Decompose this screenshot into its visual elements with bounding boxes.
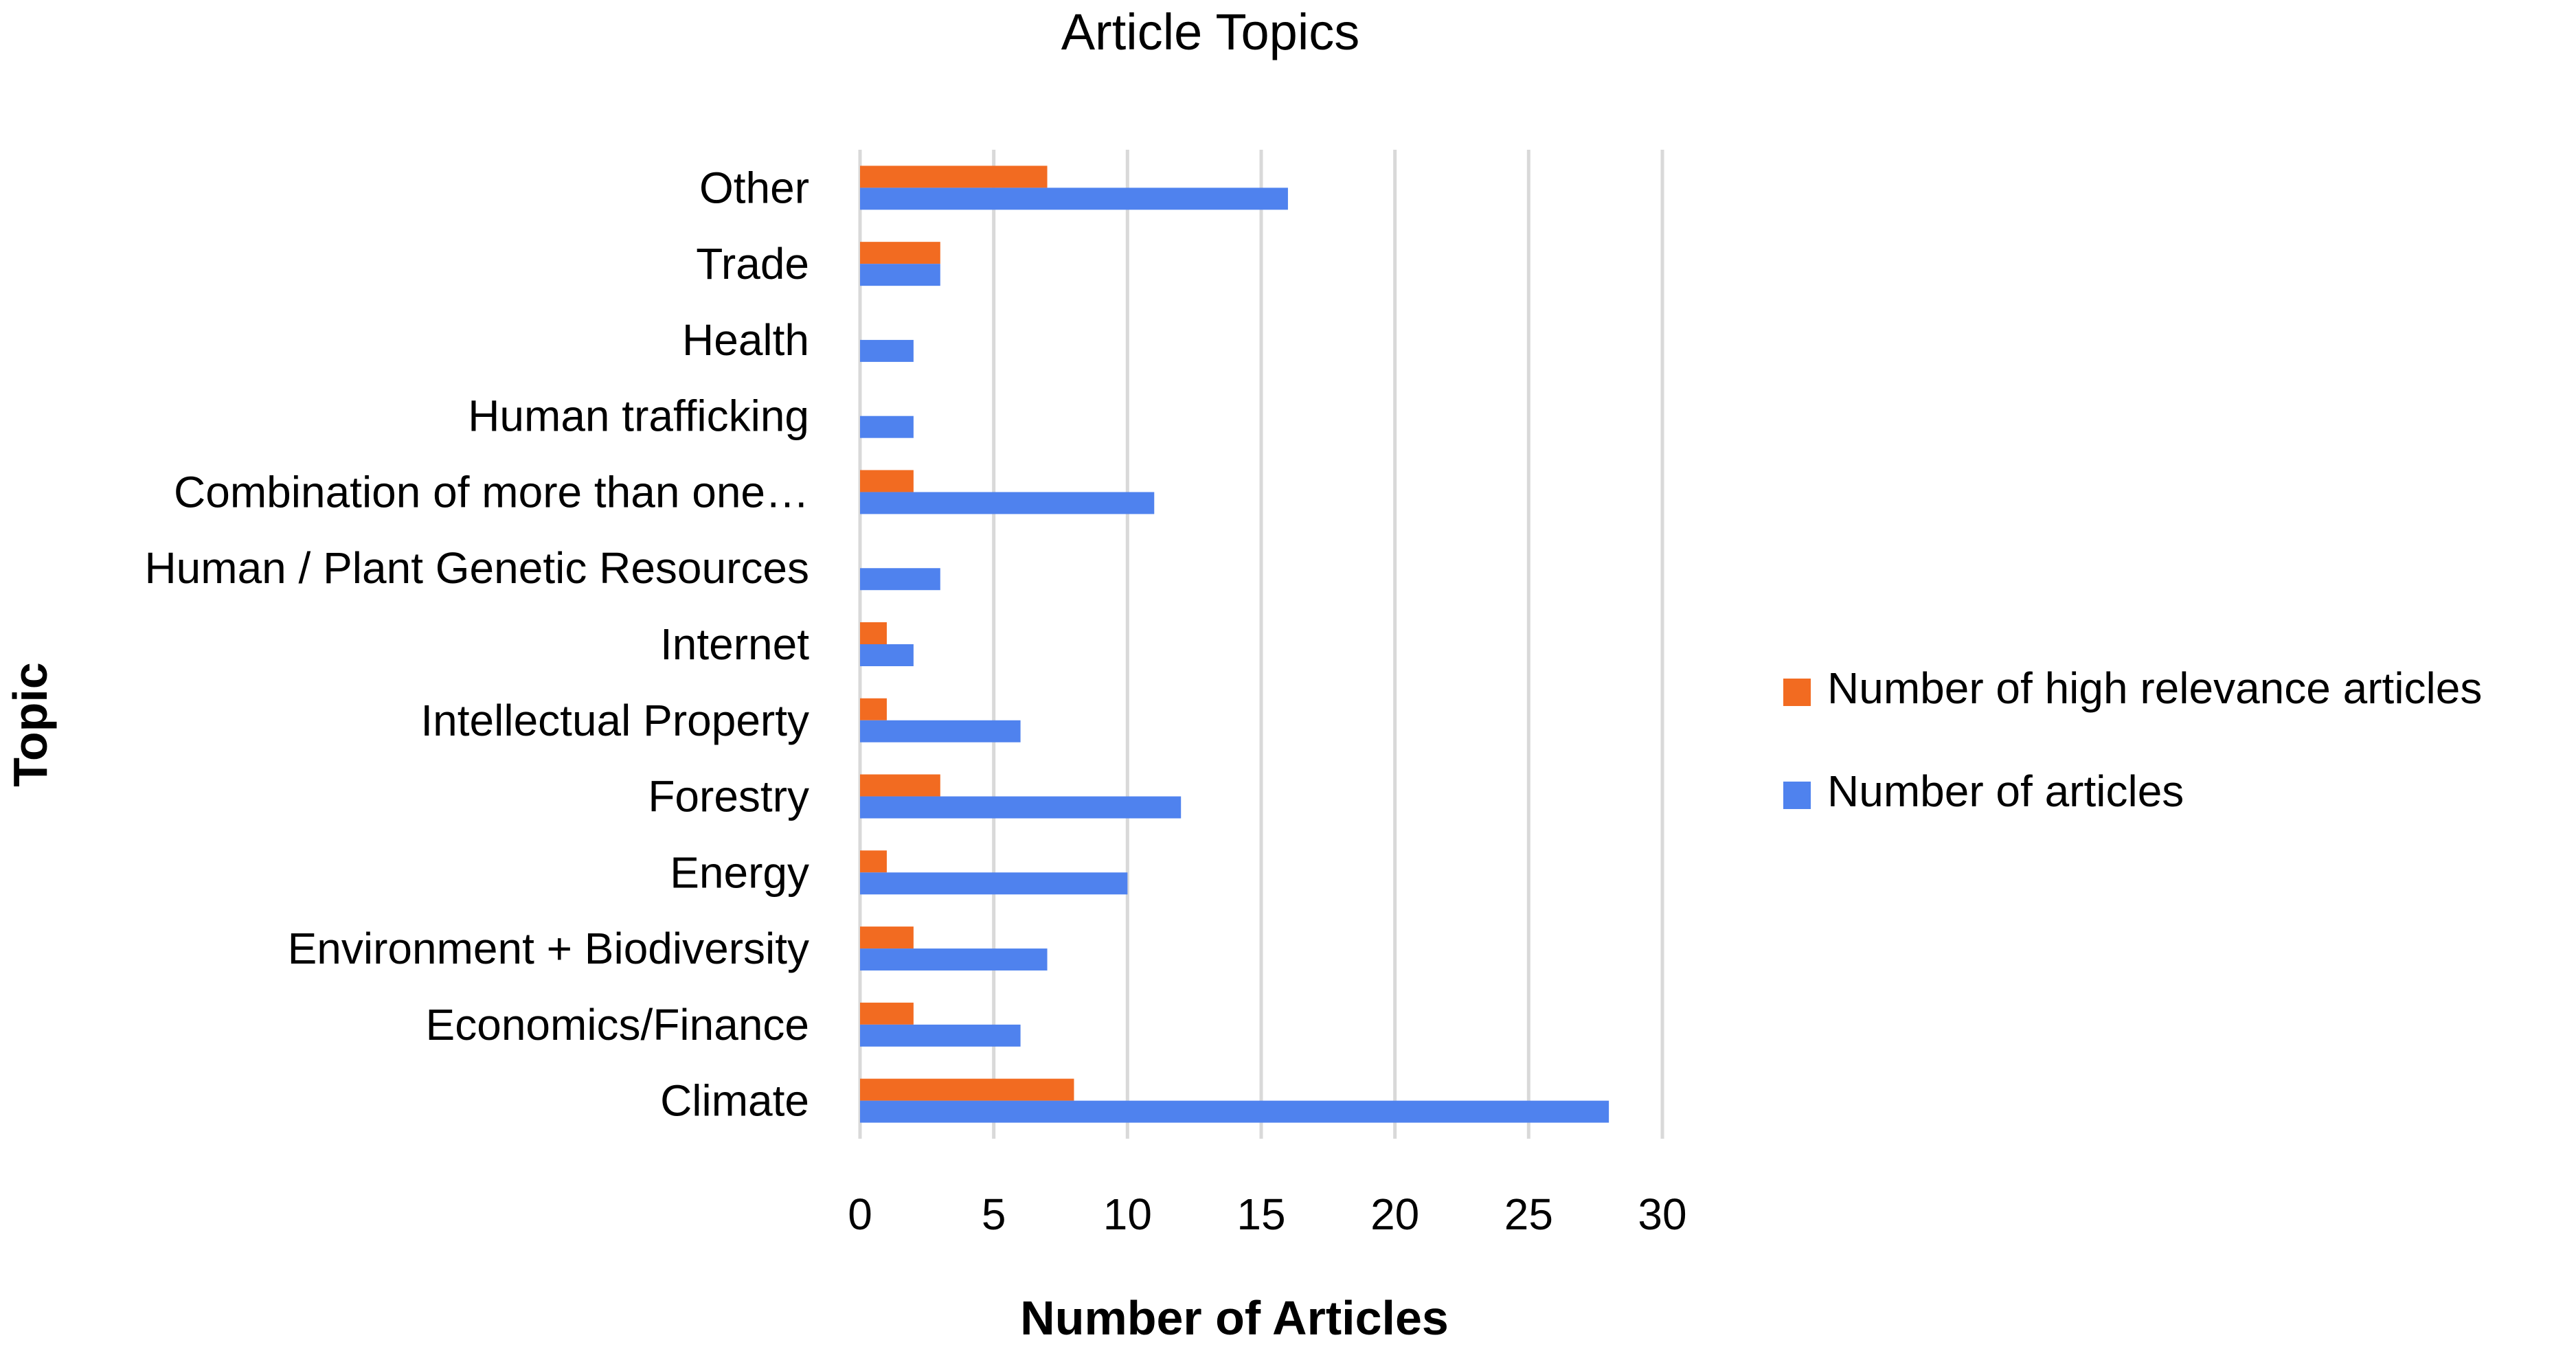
x-tick-label: 20 [1370,1190,1419,1239]
x-tick-label: 15 [1236,1190,1285,1239]
legend-swatch [1783,679,1811,706]
category-label: Environment + Biodiversity [288,924,809,973]
category-label: Human trafficking [468,391,809,441]
category-labels: Climate Economics/Finance Environment + Bi… [144,163,809,1125]
bar-articles [860,1101,1609,1123]
category-label: Energy [670,848,809,897]
category-label: Forestry [648,772,809,821]
bar-high-relevance [860,926,914,948]
gridlines [860,150,1662,1139]
bar-high-relevance [860,775,940,797]
category-label: Health [682,315,809,365]
bar-high-relevance [860,622,887,644]
x-tick-labels: 0 5 10 15 20 25 30 [848,1190,1686,1239]
category-label: Economics/Finance [426,1000,809,1049]
category-label: Climate [660,1076,809,1126]
category-label: Combination of more than one… [174,467,809,516]
x-tick-label: 30 [1638,1190,1686,1239]
y-axis-title: Topic [3,662,57,786]
bar-articles [860,644,914,666]
category-label: Other [699,163,809,212]
x-tick-label: 25 [1504,1190,1553,1239]
bar-high-relevance [860,698,887,720]
category-label: Intellectual Property [420,696,809,745]
bar-articles [860,568,940,590]
bar-articles [860,720,1021,742]
legend-swatch [1783,782,1811,809]
x-tick-label: 10 [1103,1190,1152,1239]
bar-high-relevance [860,1003,914,1025]
chart-title: Article Topics [1061,3,1360,60]
bar-articles [860,948,1048,970]
x-axis-title: Number of Articles [1020,1291,1449,1345]
bar-articles [860,1025,1021,1047]
bar-high-relevance [860,242,940,264]
legend: Number of high relevance articles Number … [1783,663,2482,816]
bar-articles [860,340,914,362]
bar-high-relevance [860,1079,1074,1101]
bar-high-relevance [860,850,887,872]
bar-high-relevance [860,470,914,492]
category-label: Trade [696,239,809,288]
category-label: Human / Plant Genetic Resources [144,543,809,593]
bars [860,166,1609,1122]
bar-articles [860,492,1154,514]
x-tick-label: 5 [982,1190,1006,1239]
bar-articles [860,187,1288,209]
bar-articles [860,872,1127,894]
legend-label: Number of articles [1827,766,2184,816]
bar-articles [860,797,1181,819]
x-tick-label: 0 [848,1190,872,1239]
legend-label: Number of high relevance articles [1827,663,2482,713]
bar-articles [860,264,940,286]
bar-high-relevance [860,166,1048,187]
category-label: Internet [660,619,809,669]
bar-articles [860,416,914,438]
